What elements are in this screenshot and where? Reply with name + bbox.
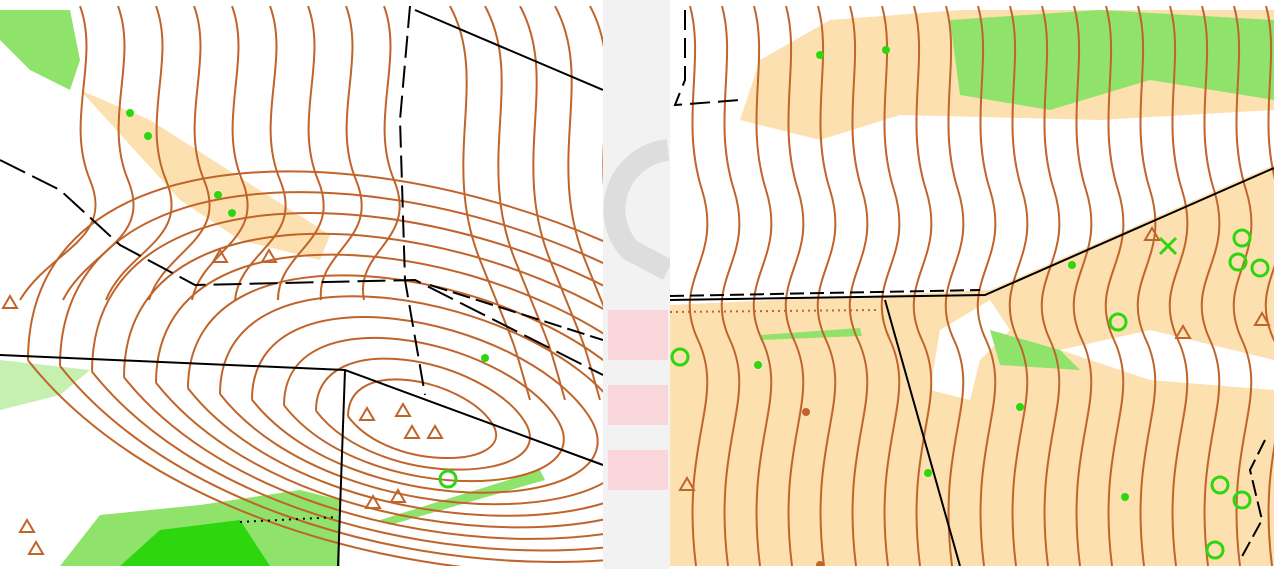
- contour: [1168, 6, 1189, 566]
- contour: [1264, 6, 1274, 566]
- contour: [59, 191, 603, 563]
- contour: [752, 6, 773, 566]
- contour: [1008, 6, 1029, 566]
- map-panel-left: [0, 6, 603, 566]
- contour: [1136, 6, 1157, 566]
- contour: [1232, 6, 1253, 566]
- contour: [912, 6, 933, 566]
- contour: [277, 6, 325, 301]
- contour: [148, 6, 211, 301]
- contour: [816, 6, 837, 566]
- contour: [944, 6, 965, 566]
- contour: [219, 295, 603, 506]
- contour: [91, 212, 603, 552]
- contour: [251, 316, 599, 494]
- watermark: [603, 139, 674, 280]
- contour: [1072, 6, 1093, 566]
- contour: [554, 6, 603, 308]
- contour: [449, 6, 531, 401]
- contour: [123, 232, 603, 540]
- contour: [187, 274, 603, 517]
- contour: [1200, 6, 1221, 566]
- contour: [720, 6, 741, 566]
- contour: [880, 6, 901, 566]
- map-panel-right: [670, 6, 1274, 566]
- contour: [784, 6, 805, 566]
- contour: [19, 6, 97, 301]
- contour: [105, 6, 173, 301]
- contour: [315, 357, 531, 471]
- contour: [234, 6, 287, 301]
- contour: [27, 170, 603, 566]
- watermark: [608, 385, 668, 425]
- contour: [283, 336, 565, 483]
- contour: [519, 6, 601, 401]
- watermark: [608, 310, 668, 360]
- watermark: [608, 450, 668, 490]
- contour: [1040, 6, 1061, 566]
- contour: [484, 6, 566, 401]
- contour: [848, 6, 869, 566]
- contour: [976, 6, 997, 566]
- contour: [688, 6, 709, 566]
- contour: [62, 6, 135, 301]
- contour: [1104, 6, 1125, 566]
- contour: [319, 6, 363, 301]
